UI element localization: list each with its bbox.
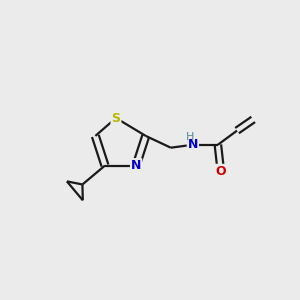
Text: N: N (131, 159, 141, 172)
Text: O: O (215, 165, 226, 178)
Text: N: N (188, 138, 198, 151)
Text: S: S (112, 112, 121, 124)
Text: H: H (186, 131, 195, 142)
